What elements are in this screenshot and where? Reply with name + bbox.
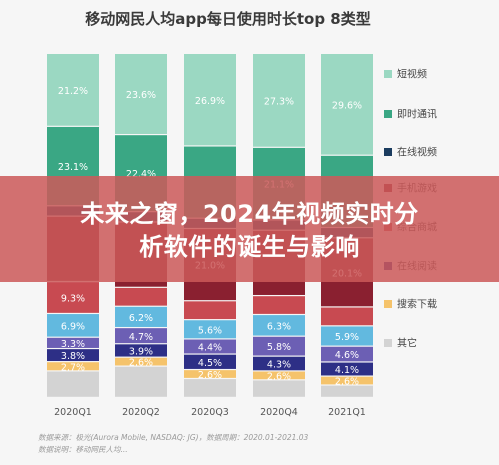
source-note: 数据来源：极光(Aurora Mobile, NASDAQ: JG)，数据周期：… — [38, 433, 309, 442]
data-label: 5.8% — [267, 342, 291, 353]
bar-segment — [115, 344, 167, 357]
data-label: 4.5% — [198, 358, 222, 369]
bar-segment — [184, 54, 236, 146]
data-label: 6.3% — [267, 321, 291, 332]
bar-segment — [47, 337, 99, 348]
data-label: 29.6% — [332, 100, 362, 111]
bar-segment — [253, 356, 305, 371]
bar-segment — [184, 339, 236, 354]
bar-segment — [321, 307, 373, 326]
data-label: 26.9% — [195, 96, 225, 107]
legend-label: 在线视频 — [397, 146, 437, 159]
bar-segment — [253, 336, 305, 356]
data-label: 2.6% — [267, 371, 291, 382]
bar-segment — [184, 379, 236, 397]
bar-segment — [115, 366, 167, 397]
x-tick-label: 2020Q3 — [191, 407, 229, 418]
chart-title: 移动网民人均app每日使用时长top 8类型 — [85, 10, 370, 28]
bar-segment — [321, 385, 373, 397]
bar-segment — [47, 282, 99, 313]
legend-swatch — [384, 110, 392, 118]
bar-segment — [321, 376, 373, 385]
overlay-title: 未来之窗，2024年视频实时分 析软件的诞生与影响 — [0, 198, 499, 264]
legend-label: 搜索下载 — [397, 298, 437, 311]
data-label: 27.3% — [264, 96, 294, 107]
bar-segment — [321, 326, 373, 346]
bar-segment — [184, 354, 236, 369]
legend-label: 短视频 — [397, 68, 427, 81]
bar-segment — [253, 380, 305, 397]
bar-segment — [321, 346, 373, 362]
overlay-title-line-2: 析软件的诞生与影响 — [139, 233, 360, 261]
bar-segment — [184, 370, 236, 378]
data-label: 6.2% — [129, 313, 153, 324]
legend-label: 其它 — [397, 337, 417, 350]
data-label: 4.1% — [335, 365, 359, 376]
data-label: 3.9% — [129, 347, 153, 358]
data-label: 21.2% — [58, 86, 88, 97]
bar-segment — [115, 287, 167, 306]
bar-segment — [115, 306, 167, 327]
legend-swatch — [384, 300, 392, 308]
data-label: 9.3% — [61, 294, 85, 305]
data-label: 23.6% — [126, 90, 156, 101]
bar-segment — [47, 362, 99, 371]
data-label: 2.6% — [198, 370, 222, 381]
data-label: 4.7% — [129, 332, 153, 343]
data-label: 4.4% — [198, 343, 222, 354]
x-tick-label: 2020Q4 — [260, 407, 298, 418]
bar-segment — [115, 357, 167, 366]
bar-segment — [47, 314, 99, 337]
data-label: 2.6% — [335, 377, 359, 388]
data-label: 2.6% — [129, 358, 153, 369]
data-label: 3.3% — [61, 339, 85, 350]
legend-label: 即时通讯 — [397, 109, 437, 121]
data-label: 22.4% — [126, 169, 156, 180]
bar-segment — [253, 371, 305, 380]
bar-segment — [184, 301, 236, 320]
data-label: 6.9% — [61, 321, 85, 332]
data-label: 4.6% — [335, 350, 359, 361]
data-label: 3.8% — [61, 351, 85, 362]
data-label: 4.3% — [267, 360, 291, 371]
bar-segment — [321, 362, 373, 376]
bar-segment — [47, 349, 99, 362]
bar-segment — [253, 296, 305, 314]
bar-segment — [253, 54, 305, 147]
bar-segment — [115, 328, 167, 344]
bar-segment — [321, 54, 373, 155]
x-tick-label: 2021Q1 — [328, 407, 366, 418]
overlay-title-line-1: 未来之窗，2024年视频实时分 — [80, 200, 419, 228]
data-label: 5.6% — [198, 325, 222, 336]
bar-segment — [253, 315, 305, 336]
source-note: 数据说明：移动网民人均... — [38, 445, 128, 454]
bar-segment — [47, 371, 99, 397]
legend-swatch — [384, 339, 392, 347]
bar-segment — [47, 54, 99, 126]
data-label: 23.1% — [58, 162, 88, 173]
data-label: 5.9% — [335, 332, 359, 343]
x-tick-label: 2020Q1 — [54, 407, 92, 418]
data-label: 2.7% — [61, 362, 85, 373]
title-overlay-banner — [0, 176, 499, 282]
legend-swatch — [384, 148, 392, 156]
legend-swatch — [384, 70, 392, 78]
bar-segment — [115, 54, 167, 134]
bar-segment — [184, 320, 236, 339]
x-tick-label: 2020Q2 — [122, 407, 160, 418]
